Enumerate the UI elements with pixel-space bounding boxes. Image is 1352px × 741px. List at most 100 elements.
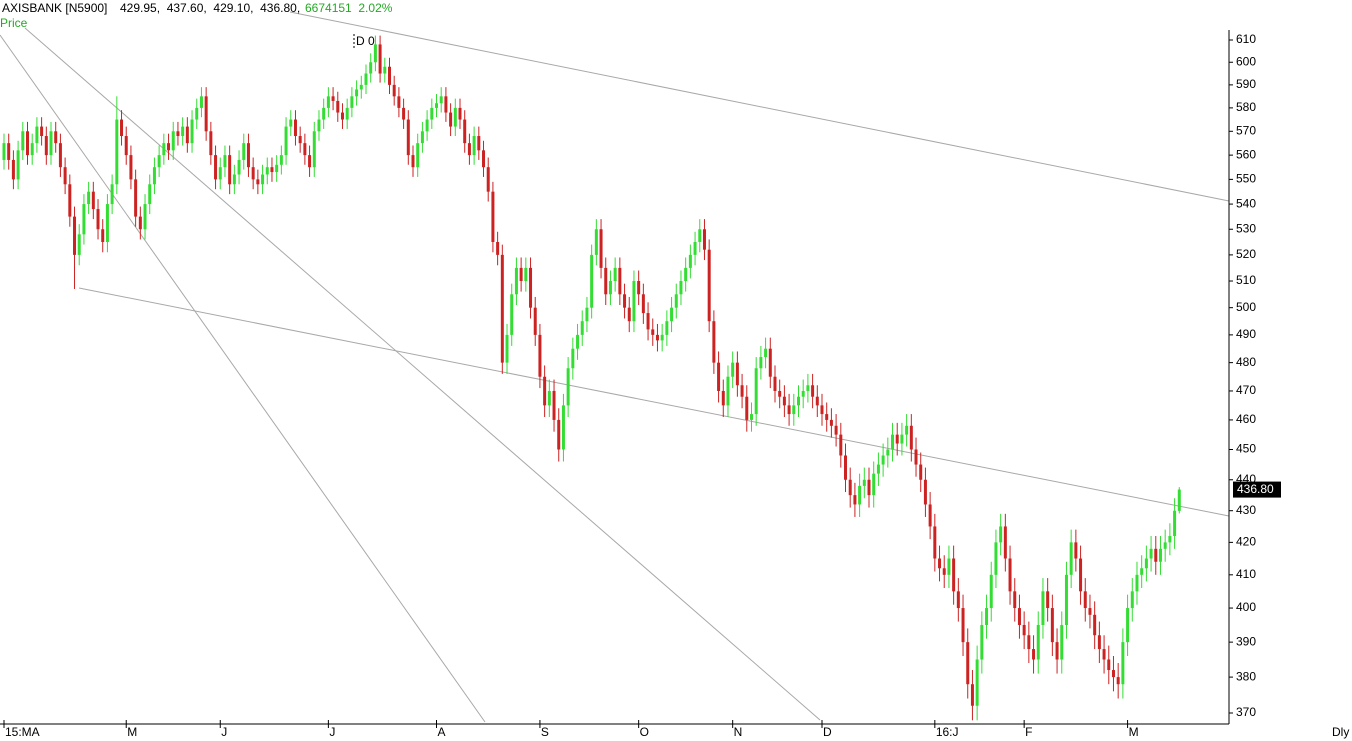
candle-body — [387, 66, 391, 85]
x-tick-label: S — [541, 725, 549, 739]
candle-body — [1060, 624, 1064, 660]
y-tick-label: 610 — [1236, 32, 1256, 46]
candle-body — [641, 294, 645, 314]
candle-body — [505, 334, 509, 363]
candle-body — [773, 376, 777, 391]
candle-body — [1013, 591, 1017, 609]
candle-body — [867, 479, 871, 496]
x-tick-label: O — [640, 725, 649, 739]
candle-body — [1064, 574, 1068, 625]
y-tick-label: 480 — [1236, 355, 1256, 369]
candle-body — [1154, 548, 1158, 562]
candle-body — [637, 281, 641, 295]
candle-body — [989, 574, 993, 609]
candle-body — [702, 229, 706, 250]
y-tick-label: 520 — [1236, 247, 1256, 261]
y-tick-label: 370 — [1236, 705, 1256, 719]
candle-body — [30, 143, 34, 156]
candle-body — [317, 119, 321, 132]
candle-body — [336, 100, 340, 113]
candle-body — [1046, 591, 1050, 609]
candle-body — [101, 229, 105, 242]
y-tick-label: 560 — [1236, 147, 1256, 161]
candle-body — [533, 307, 537, 335]
candle-body — [768, 348, 772, 377]
candle-body — [975, 659, 979, 706]
x-tick-label: 16:J — [936, 725, 959, 739]
candle-body — [383, 66, 387, 74]
candle-body — [712, 321, 716, 363]
candle-body — [482, 150, 486, 168]
candle-body — [862, 479, 866, 486]
candle-body — [651, 329, 655, 335]
candle-body — [35, 126, 39, 144]
candle-body — [26, 131, 30, 156]
candle-body — [49, 131, 53, 156]
candle-body — [298, 136, 302, 144]
candle-body — [590, 254, 594, 308]
candle-body — [420, 131, 424, 144]
candle-body — [148, 184, 152, 205]
candle-body — [684, 267, 688, 282]
candle-body — [919, 464, 923, 480]
candle-body — [665, 321, 669, 335]
candle-body — [999, 526, 1003, 543]
candle-body — [63, 167, 67, 185]
candle-body — [905, 425, 909, 435]
candle-body — [872, 473, 876, 496]
candle-body — [942, 568, 946, 575]
candle-body — [820, 405, 824, 415]
candle-body — [839, 434, 843, 456]
x-tick-label: 15:MA — [5, 725, 40, 739]
candle-body — [1074, 542, 1078, 559]
trend-line — [24, 27, 821, 721]
candle-body — [557, 419, 561, 450]
candle-body — [980, 624, 984, 660]
candle-body — [947, 558, 951, 575]
candle-body — [308, 155, 312, 168]
candle-body — [1022, 624, 1026, 636]
period: Dly — [1332, 725, 1349, 739]
candle-body — [1102, 649, 1106, 660]
candle-body — [68, 184, 72, 217]
candle-body — [261, 174, 265, 185]
candle-body — [698, 229, 702, 242]
candle-body — [364, 73, 368, 85]
candle-body — [477, 136, 481, 151]
candle-body — [909, 425, 913, 450]
candle-body — [543, 376, 547, 406]
y-tick-label: 400 — [1236, 600, 1256, 614]
candle-body — [496, 241, 500, 255]
candle-body — [853, 495, 857, 505]
candle-body — [1055, 642, 1059, 660]
candle-body — [350, 96, 354, 108]
candle-body — [1140, 568, 1144, 575]
candle-body — [891, 434, 895, 450]
candle-body — [707, 249, 711, 322]
y-tick-label: 490 — [1236, 327, 1256, 341]
candle-body — [923, 479, 927, 505]
candle-body — [801, 390, 805, 397]
candle-body — [759, 357, 763, 369]
y-tick-label: 460 — [1236, 412, 1256, 426]
candle-body — [195, 107, 199, 120]
trend-line — [289, 11, 1230, 202]
y-tick-label: 580 — [1236, 100, 1256, 114]
candle-body — [162, 143, 166, 156]
candle-body — [115, 119, 119, 185]
candle-body — [472, 136, 476, 156]
last-price-box — [1233, 481, 1281, 498]
candle-body — [928, 504, 932, 527]
candle-body — [40, 126, 44, 137]
candle-body — [1088, 608, 1092, 615]
candle-body — [844, 455, 848, 480]
candle-body — [796, 396, 800, 406]
candle-body — [138, 216, 142, 230]
candle-body — [16, 150, 20, 180]
candle-body — [961, 608, 965, 643]
candle-body — [134, 179, 138, 217]
candle-body — [199, 96, 203, 108]
candle-body — [627, 307, 631, 322]
candle-body — [486, 167, 490, 192]
candle-body — [740, 385, 744, 397]
